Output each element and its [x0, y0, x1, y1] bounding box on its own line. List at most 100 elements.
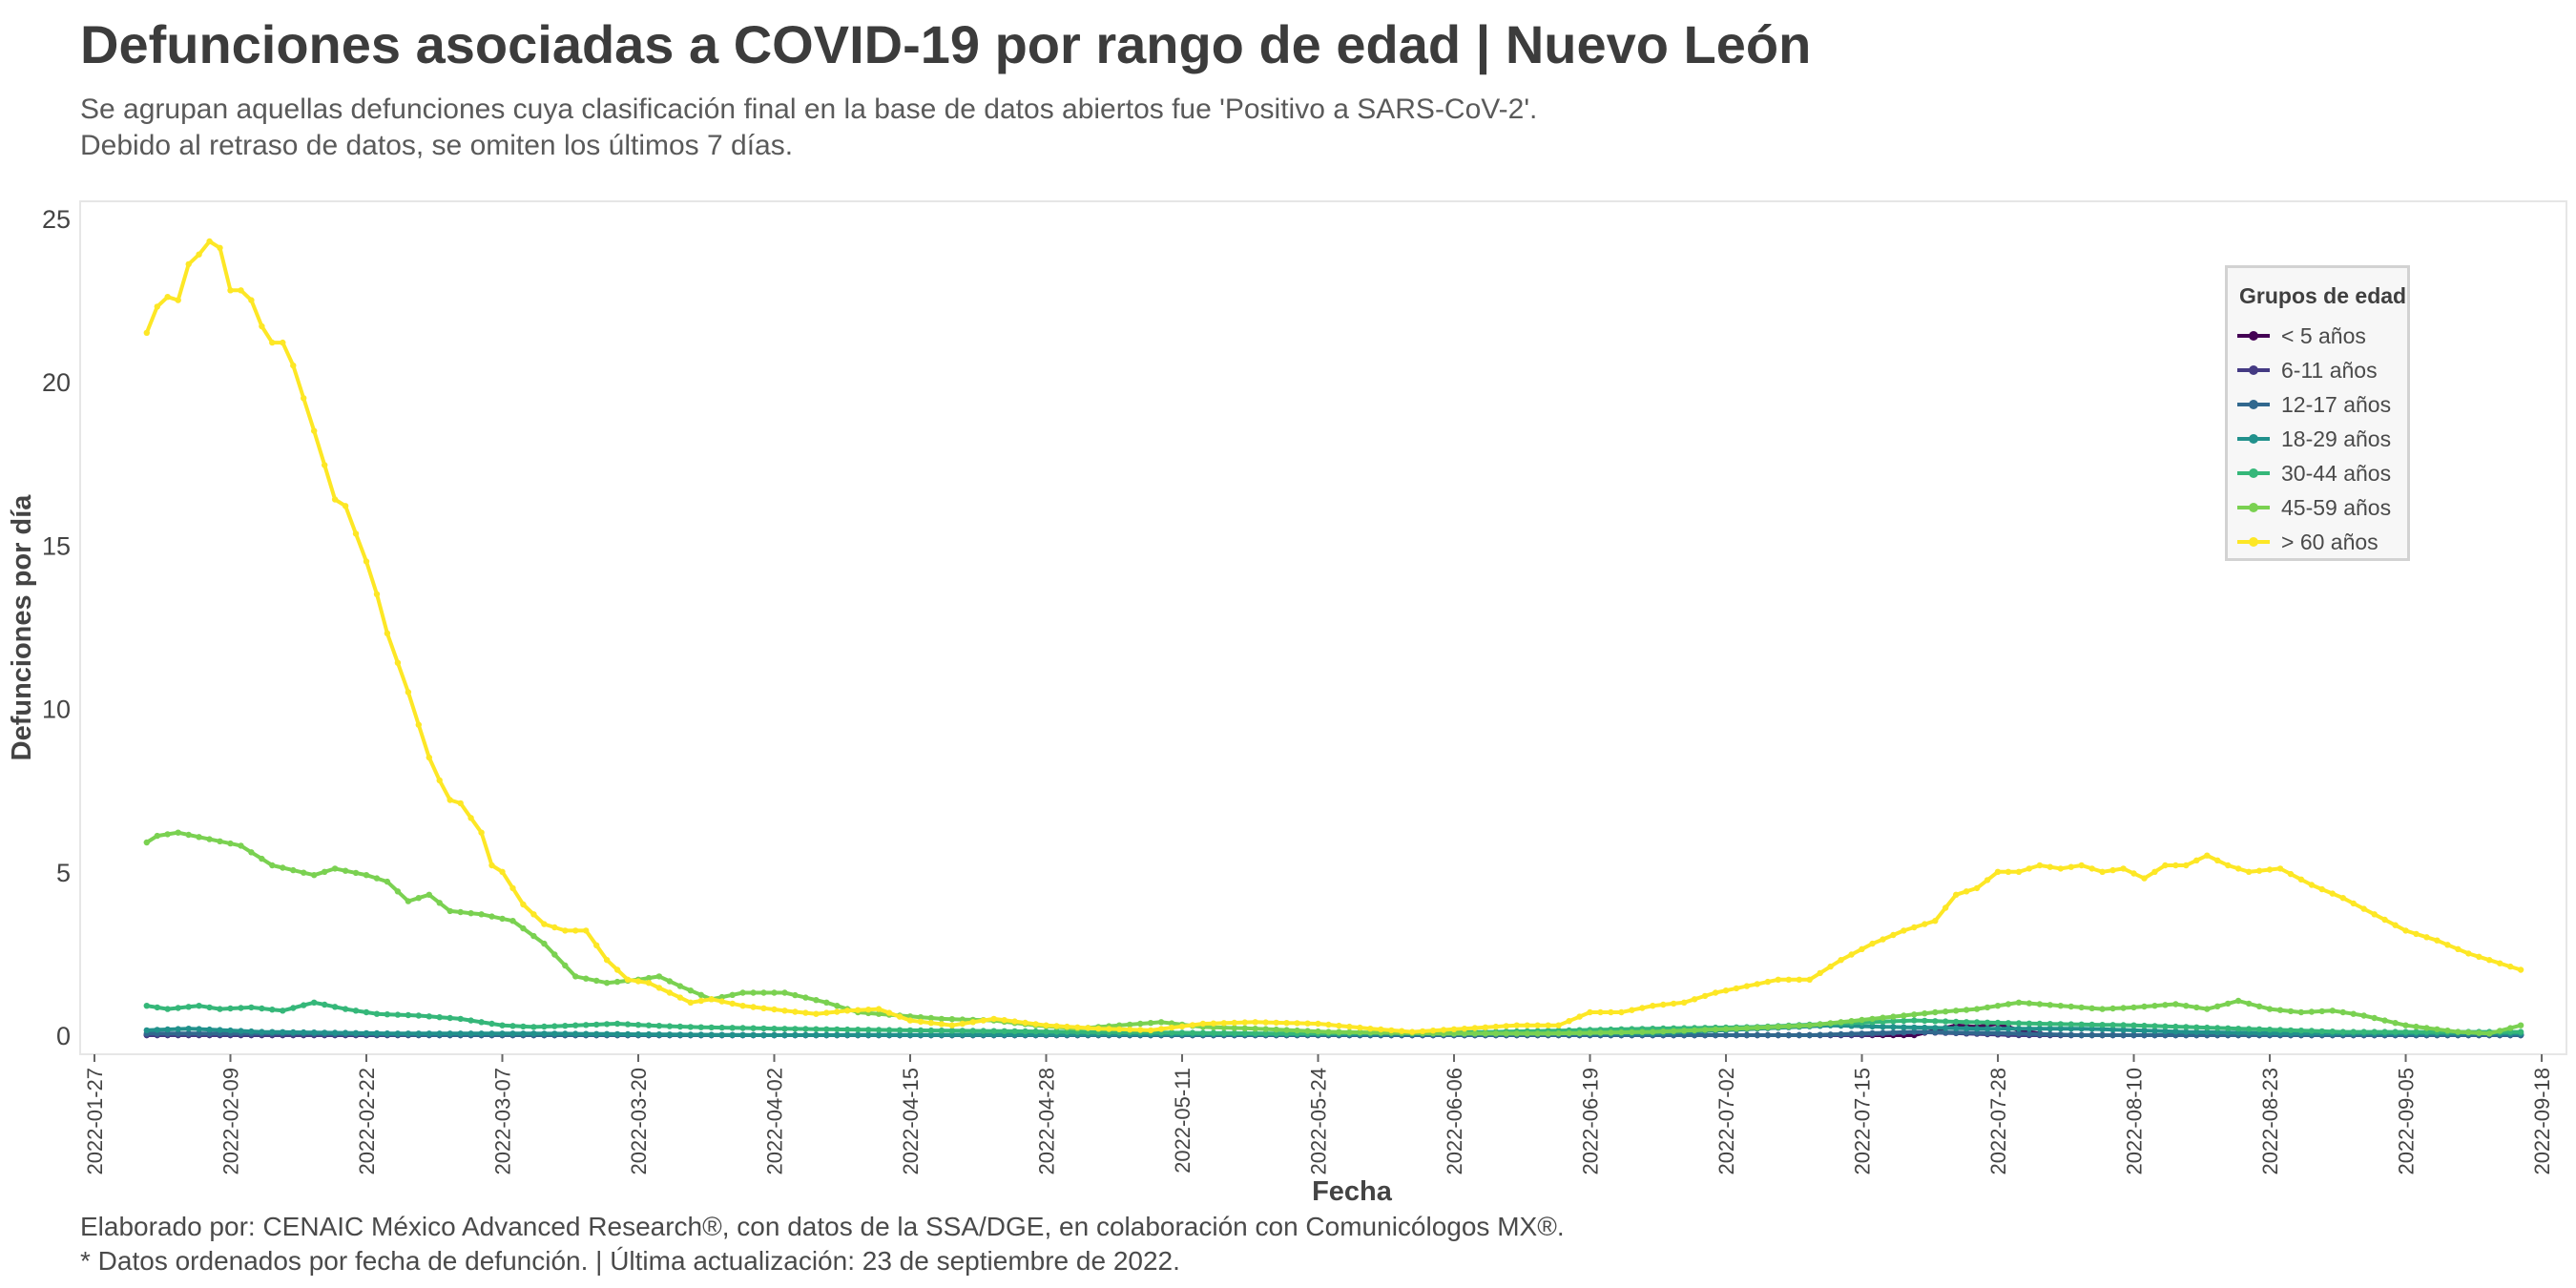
data-point: [1608, 1008, 1614, 1016]
chart-legend[interactable]: Grupos de edad < 5 años 6-11 años 12-17 añ…: [2225, 265, 2410, 561]
data-point: [2183, 862, 2190, 869]
data-point: [739, 1003, 746, 1009]
caption-line: * Datos ordenados por fecha de defunción…: [80, 1246, 1180, 1276]
data-point: [1576, 1013, 1583, 1020]
data-point: [227, 1005, 234, 1012]
data-point: [1357, 1024, 1363, 1031]
data-point: [1817, 1031, 1823, 1038]
data-point: [1053, 1028, 1060, 1035]
data-point: [1994, 1019, 2002, 1027]
data-point: [1911, 1011, 1918, 1018]
data-point: [1492, 1030, 1500, 1037]
data-point: [1399, 1028, 1405, 1034]
data-point: [488, 862, 495, 869]
data-point: [1932, 1025, 1939, 1031]
data-point: [687, 1031, 694, 1038]
data-point: [1701, 992, 1709, 1000]
data-point: [593, 1021, 600, 1028]
y-tick-label: 0: [56, 1022, 71, 1050]
data-point: [2151, 1031, 2158, 1039]
data-point: [896, 1013, 904, 1020]
data-point: [1409, 1028, 1416, 1035]
data-point: [1492, 1023, 1500, 1030]
data-point: [729, 1025, 736, 1031]
data-point: [1712, 1031, 1719, 1039]
data-point: [1890, 1024, 1897, 1030]
data-point: [384, 630, 391, 636]
x-tick-label: 2022-08-23: [2258, 1068, 2282, 1175]
data-point: [1137, 1027, 1144, 1033]
data-point: [2162, 1028, 2169, 1035]
chart-title: Defunciones asociadas a COVID-19 por ran…: [80, 14, 1812, 74]
y-tick-label: 5: [56, 859, 71, 887]
data-point: [175, 1005, 181, 1011]
data-point: [1231, 1019, 1238, 1027]
data-point: [238, 1005, 244, 1011]
data-point: [1378, 1026, 1384, 1033]
data-point: [1806, 1022, 1813, 1028]
data-point: [363, 1008, 370, 1016]
data-point: [885, 1031, 893, 1039]
data-point: [541, 1030, 548, 1037]
data-point: [927, 1027, 935, 1034]
data-point: [2423, 1025, 2430, 1031]
data-point: [2015, 999, 2023, 1007]
data-point: [1168, 1029, 1175, 1036]
legend-item[interactable]: 6-11 años: [2237, 353, 2398, 387]
data-point: [1127, 1021, 1133, 1028]
caption-line: Elaborado por: CENAIC México Advanced Re…: [80, 1212, 1565, 1241]
data-point: [938, 1015, 945, 1023]
data-point: [562, 927, 569, 934]
legend-item[interactable]: > 60 años: [2237, 525, 2398, 559]
data-point: [1294, 1027, 1300, 1034]
legend-item[interactable]: < 5 años: [2237, 319, 2398, 353]
data-point: [1597, 1029, 1604, 1036]
data-point: [1241, 1029, 1249, 1037]
data-point: [2444, 942, 2451, 948]
data-point: [1660, 1028, 1667, 1035]
data-point: [593, 942, 600, 948]
data-point: [373, 875, 381, 882]
data-point: [2308, 1008, 2316, 1015]
data-point: [2005, 1026, 2012, 1032]
data-point: [2402, 927, 2409, 934]
data-point: [1953, 891, 1960, 898]
data-point: [1901, 1012, 1907, 1019]
data-point: [373, 591, 381, 597]
data-point: [718, 1024, 725, 1031]
data-point: [520, 1030, 527, 1037]
data-point: [2141, 1031, 2148, 1039]
data-point: [2245, 868, 2253, 875]
legend-item[interactable]: 30-44 años: [2237, 456, 2398, 490]
data-point: [865, 1007, 872, 1013]
data-point: [1869, 1015, 1876, 1023]
data-point: [1984, 1029, 1991, 1037]
series-45-59-a-os: [143, 829, 2524, 1037]
legend-item[interactable]: 18-29 años: [2237, 422, 2398, 456]
legend-swatch: [2237, 395, 2270, 414]
legend-swatch: [2237, 361, 2270, 380]
data-point: [2255, 1026, 2263, 1033]
legend-swatch: [2237, 326, 2270, 345]
data-point: [980, 1017, 987, 1024]
legend-label: 45-59 años: [2281, 494, 2392, 520]
data-point: [175, 829, 181, 836]
legend-item[interactable]: 45-59 años: [2237, 490, 2398, 525]
data-point: [2172, 1023, 2179, 1030]
data-point: [301, 395, 307, 402]
legend-item[interactable]: 12-17 años: [2237, 387, 2398, 422]
data-point: [2088, 865, 2095, 872]
data-point: [1984, 1026, 1991, 1032]
data-point: [875, 1031, 883, 1039]
data-point: [802, 994, 809, 1001]
data-point: [739, 1031, 746, 1039]
data-point: [1147, 1027, 1154, 1034]
data-point: [2109, 1027, 2116, 1033]
data-point: [1953, 1018, 1960, 1026]
data-point: [2036, 1001, 2044, 1008]
data-point: [2183, 1028, 2190, 1035]
data-point: [1545, 1030, 1551, 1037]
data-point: [2151, 1028, 2158, 1034]
data-point: [917, 1014, 924, 1021]
data-point: [530, 911, 537, 918]
